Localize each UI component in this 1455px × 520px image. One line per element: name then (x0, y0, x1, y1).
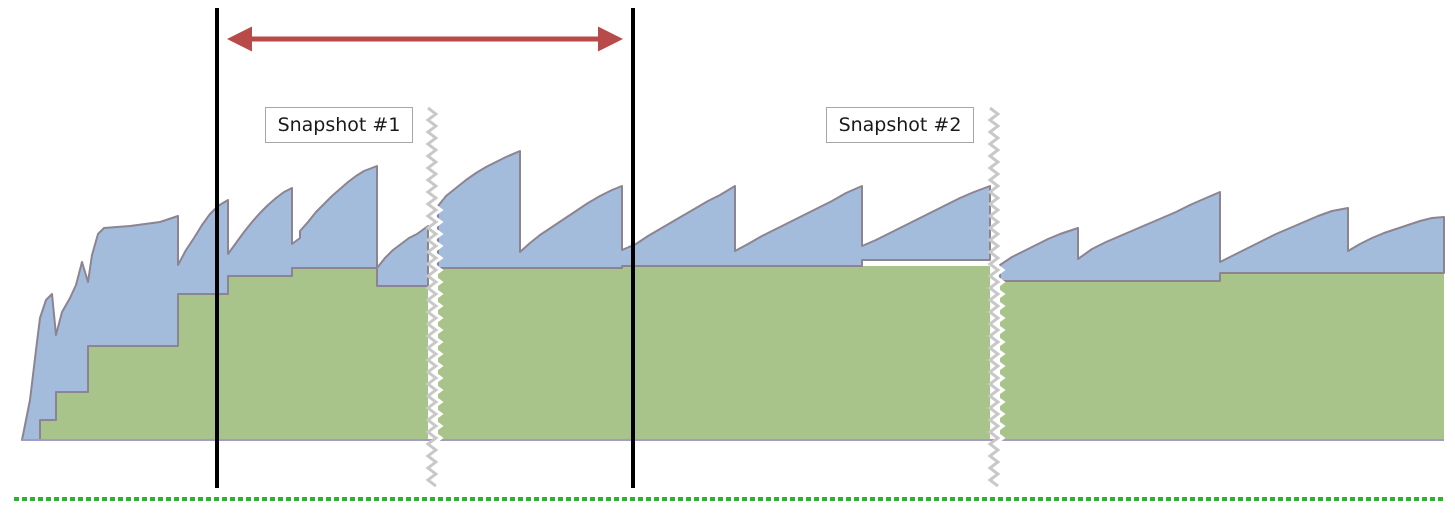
green-area (438, 260, 990, 440)
snapshot-separator-2 (987, 106, 1001, 488)
snapshot-1-label: Snapshot #1 (265, 107, 413, 143)
snapshot-2-label: Snapshot #2 (826, 107, 974, 143)
blue-area (999, 191, 1445, 282)
snapshot-separator-1 (425, 106, 439, 488)
snapshot-separator-2-edge (992, 106, 1006, 488)
snapshot-separator-1-edge (430, 106, 444, 488)
green-area (1000, 273, 1444, 440)
green-area (40, 268, 428, 440)
blue-area (21, 165, 429, 441)
blue-area (437, 150, 991, 269)
